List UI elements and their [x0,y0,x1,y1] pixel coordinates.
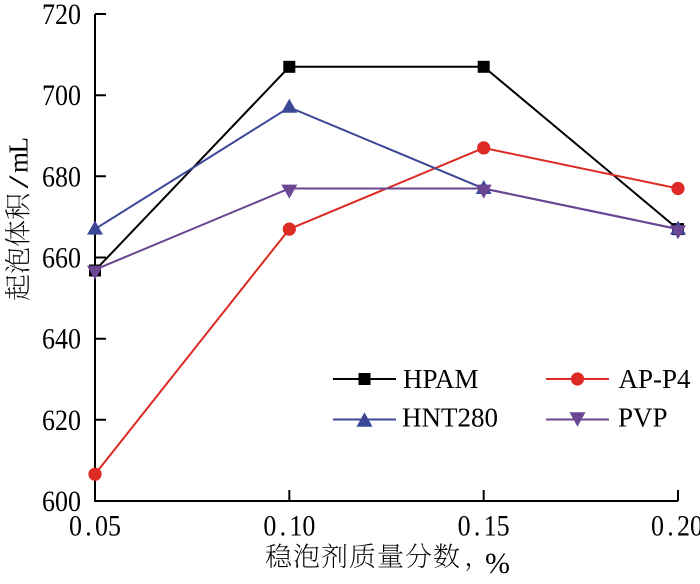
svg-text:6: 6 [55,242,68,275]
svg-text:/: / [4,175,33,189]
svg-text:0: 0 [68,161,81,194]
svg-text:0: 0 [302,510,315,543]
svg-text:0: 0 [68,323,81,356]
svg-text:1: 1 [484,510,497,543]
svg-text:0: 0 [55,80,68,113]
svg-text:0: 0 [68,80,81,113]
svg-text:0: 0 [95,510,108,543]
svg-text:5: 5 [108,510,121,543]
svg-text:.: . [85,510,91,543]
svg-text:.: . [667,510,673,543]
svg-text:%: % [485,547,510,579]
svg-text:5: 5 [497,510,510,543]
svg-text:0: 0 [68,0,81,31]
svg-text:m: m [4,152,34,173]
svg-text:.: . [474,510,480,543]
svg-text:0: 0 [458,510,471,543]
svg-text:6: 6 [42,242,55,275]
svg-text:7: 7 [42,0,55,31]
svg-text:7: 7 [42,80,55,113]
svg-text:0: 0 [68,485,81,518]
svg-text:2: 2 [677,510,690,543]
svg-text:6: 6 [42,161,55,194]
svg-text:0: 0 [263,510,276,543]
svg-text:0: 0 [690,510,700,543]
svg-text:0: 0 [55,485,68,518]
svg-text:6: 6 [42,404,55,437]
svg-text:1: 1 [289,510,302,543]
svg-text:HPAM: HPAM [403,364,479,394]
svg-text:8: 8 [55,161,68,194]
svg-text:0: 0 [68,242,81,275]
svg-text:0: 0 [69,510,82,543]
svg-text:HNT280: HNT280 [402,403,498,433]
svg-text:2: 2 [55,404,68,437]
svg-text:6: 6 [42,323,55,356]
svg-text:6: 6 [42,485,55,518]
svg-text:L: L [4,137,34,154]
svg-text:PVP: PVP [618,403,668,433]
svg-text:0: 0 [651,510,664,543]
svg-text:0: 0 [68,404,81,437]
svg-text:4: 4 [55,323,68,356]
svg-text:AP-P4: AP-P4 [619,364,692,394]
svg-text:2: 2 [55,0,68,31]
svg-text:.: . [280,510,286,543]
